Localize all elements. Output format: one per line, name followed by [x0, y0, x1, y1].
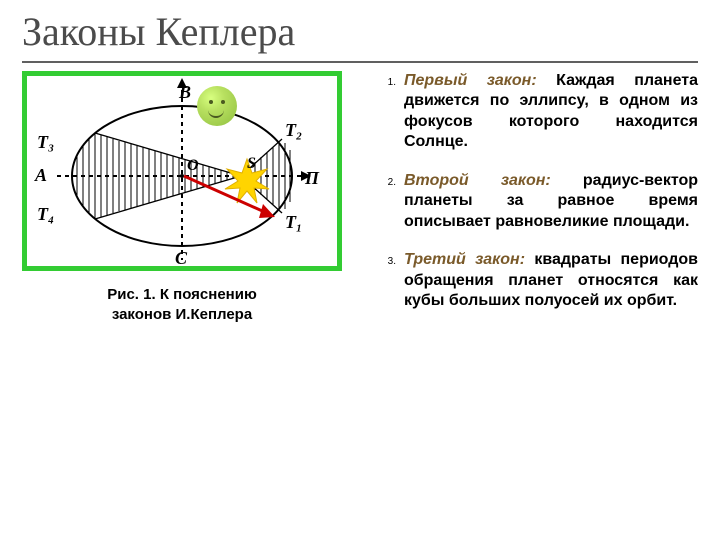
caption-line-2: законов И.Кеплера: [112, 306, 252, 323]
law-item: 1. Первый закон: Каждая планета движется…: [372, 71, 698, 153]
laws-list: 1. Первый закон: Каждая планета движется…: [362, 71, 698, 330]
law-text: Второй закон: радиус-вектор планеты за р…: [404, 171, 698, 232]
svg-text:C: C: [175, 248, 188, 266]
law-number: 1.: [372, 71, 404, 153]
law-text: Первый закон: Каждая планета движется по…: [404, 71, 698, 153]
title-area: Законы Кеплера: [0, 0, 720, 57]
law-number: 3.: [372, 250, 404, 311]
law-lead: Третий закон:: [404, 251, 525, 268]
law-lead: Второй закон:: [404, 172, 551, 189]
svg-text:T₂: T₂: [285, 120, 302, 140]
law-number: 2.: [372, 171, 404, 232]
svg-text:T₃: T₃: [37, 132, 54, 152]
svg-text:O: O: [187, 157, 199, 174]
svg-text:П: П: [304, 168, 320, 188]
content-row: B A П C O S T₃ T₄ T₂ T₁ Ри: [0, 63, 720, 330]
caption-line-1: Рис. 1. К пояснению: [107, 286, 257, 303]
sun-smiley-icon: [197, 86, 237, 126]
svg-text:T₁: T₁: [285, 212, 302, 232]
left-column: B A П C O S T₃ T₄ T₂ T₁ Ри: [22, 71, 362, 330]
svg-text:T₄: T₄: [37, 204, 54, 224]
law-text: Третий закон: квадраты периодов обращени…: [404, 250, 698, 311]
law-lead: Первый закон:: [404, 72, 537, 89]
figure-caption: Рис. 1. К пояснению законов И.Кеплера: [22, 285, 342, 326]
kepler-diagram: B A П C O S T₃ T₄ T₂ T₁: [27, 76, 337, 266]
law-item: 3. Третий закон: квадраты периодов обращ…: [372, 250, 698, 311]
slide: Законы Кеплера: [0, 0, 720, 540]
svg-text:S: S: [247, 155, 256, 172]
page-title: Законы Кеплера: [22, 9, 295, 54]
svg-text:A: A: [34, 165, 47, 185]
law-item: 2. Второй закон: радиус-вектор планеты з…: [372, 171, 698, 232]
diagram-frame: B A П C O S T₃ T₄ T₂ T₁: [22, 71, 342, 271]
svg-text:B: B: [178, 82, 191, 102]
